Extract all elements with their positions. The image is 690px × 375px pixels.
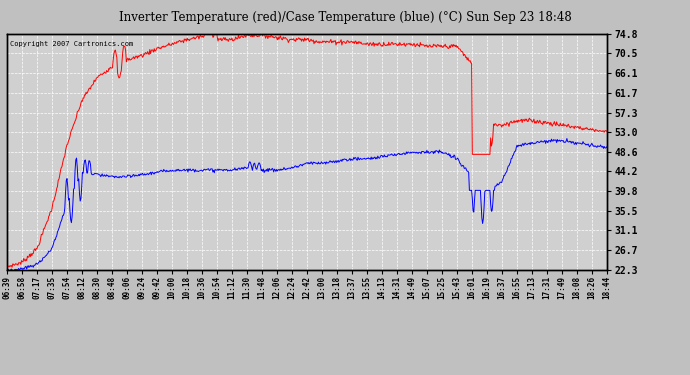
Text: Copyright 2007 Cartronics.com: Copyright 2007 Cartronics.com <box>10 41 133 47</box>
Text: Inverter Temperature (red)/Case Temperature (blue) (°C) Sun Sep 23 18:48: Inverter Temperature (red)/Case Temperat… <box>119 11 571 24</box>
